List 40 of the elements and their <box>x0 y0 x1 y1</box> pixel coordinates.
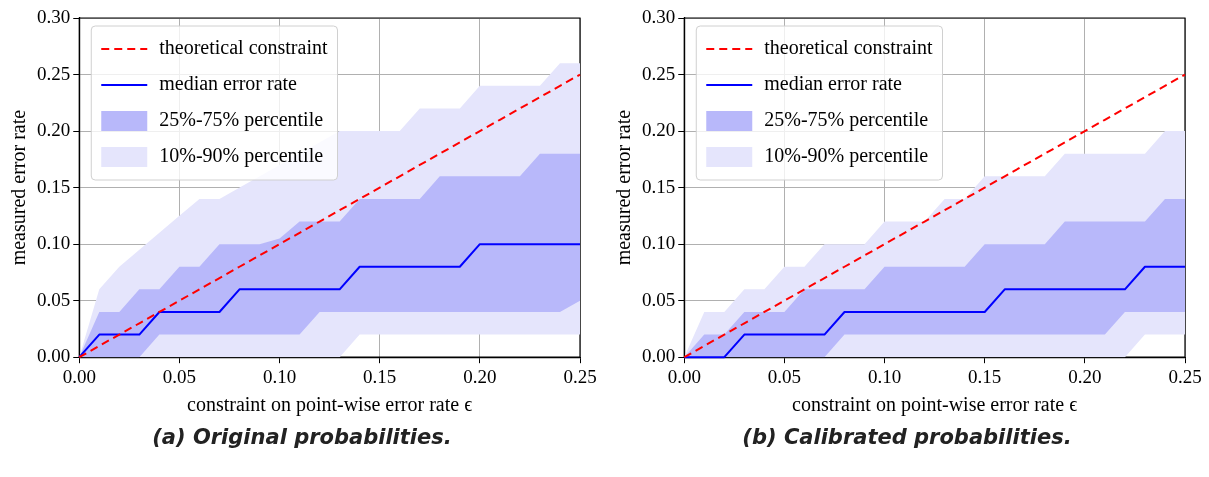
text: (b) Calibrated probabilities. <box>741 425 1073 449</box>
y-tick-label: 0.05 <box>37 288 71 310</box>
y-tick-label: 0.00 <box>37 345 71 367</box>
y-tick-label: 0.15 <box>37 175 71 197</box>
y-tick-label: 0.20 <box>37 119 71 141</box>
x-tick-label: 0.00 <box>62 365 96 387</box>
x-tick-label: 0.15 <box>968 365 1002 387</box>
x-tick-label: 0.25 <box>1168 365 1202 387</box>
y-tick-label: 0.10 <box>642 232 676 254</box>
legend-label: median error rate <box>159 72 298 95</box>
x-tick-label: 0.25 <box>563 365 597 387</box>
y-tick-label: 0.30 <box>37 5 71 27</box>
y-tick-label: 0.25 <box>642 62 676 84</box>
x-tick-label: 0.20 <box>1068 365 1102 387</box>
legend-label: median error rate <box>764 72 903 95</box>
legend-label: 10%-90% percentile <box>764 144 929 168</box>
x-tick-label: 0.05 <box>767 365 802 387</box>
x-tick-label: 0.15 <box>363 365 397 387</box>
x-tick-label: 0.05 <box>162 365 197 387</box>
y-tick-label: 0.05 <box>642 288 676 310</box>
legend-label: 25%-75% percentile <box>764 108 929 132</box>
y-axis-title: measured error rate <box>7 109 30 266</box>
x-axis-title: constraint on point-wise error rate ϵ <box>792 393 1078 417</box>
text: (a) Original probabilities. <box>151 425 453 449</box>
x-tick-label: 0.20 <box>463 365 497 387</box>
x-tick-label: 0.10 <box>867 365 902 387</box>
legend-label: theoretical constraint <box>764 36 933 59</box>
y-tick-label: 0.30 <box>642 5 676 27</box>
y-tick-label: 0.10 <box>37 232 71 254</box>
y-tick-label: 0.20 <box>642 119 676 141</box>
legend-label: 25%-75% percentile <box>159 108 324 132</box>
x-tick-label: 0.10 <box>262 365 297 387</box>
y-axis-title: measured error rate <box>612 109 635 266</box>
y-tick-label: 0.00 <box>642 345 676 367</box>
x-axis-title: constraint on point-wise error rate ϵ <box>187 393 473 417</box>
y-tick-label: 0.25 <box>37 62 71 84</box>
legend-label: theoretical constraint <box>159 36 328 59</box>
y-tick-label: 0.15 <box>642 175 676 197</box>
x-tick-label: 0.00 <box>667 365 701 387</box>
legend-label: 10%-90% percentile <box>159 144 324 168</box>
